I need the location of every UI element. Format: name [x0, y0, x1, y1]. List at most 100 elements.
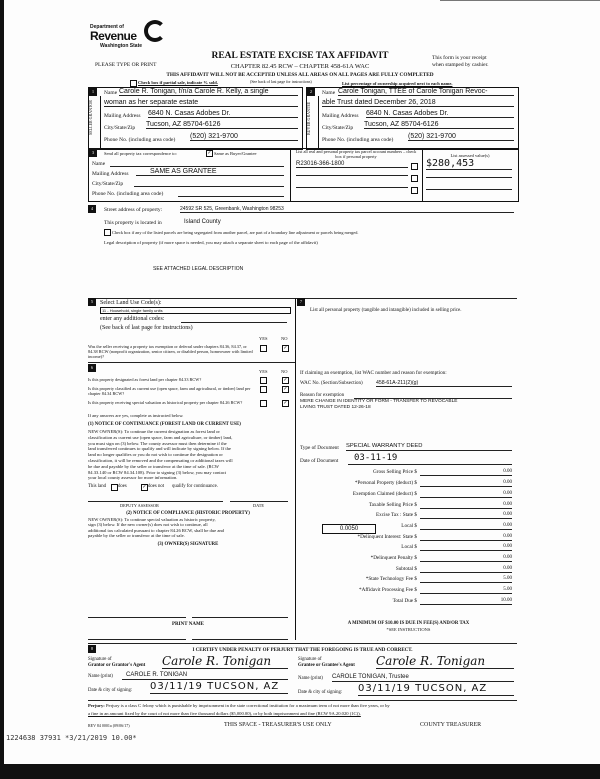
same-as-buyer-checkbox[interactable]: ✓ — [206, 150, 213, 157]
scan-edge — [0, 0, 4, 779]
parcel-number-field[interactable] — [296, 174, 408, 176]
buyer-name-field[interactable]: Carole Tonigan, TTEE of Carole Tonigan R… — [338, 88, 514, 96]
fee-value-field[interactable]: 0.00 — [420, 522, 512, 530]
owner-signature-line[interactable] — [192, 616, 288, 618]
label: Grantee or Grantee's Agent — [298, 663, 355, 668]
no-header: NO — [281, 336, 288, 341]
divider — [318, 96, 319, 148]
buyer-phone-field[interactable]: (520) 321-9700 — [408, 133, 514, 141]
current-use-yes-checkbox[interactable] — [260, 386, 267, 393]
fee-value-field[interactable]: 10.00 — [420, 597, 512, 605]
fee-value-field[interactable]: 0.00 — [420, 501, 512, 509]
fee-label: Local $ — [401, 544, 417, 550]
fee-value-field[interactable]: 0.00 — [420, 468, 512, 476]
label: City/State/Zip — [104, 125, 136, 131]
document-date-field[interactable]: 03-11-19 — [348, 453, 512, 465]
parcels-header: List all real and personal property tax … — [295, 149, 417, 159]
personal-property-checkbox[interactable] — [411, 187, 418, 194]
logo-swirl-icon — [144, 20, 166, 42]
notice-continuance-title: (1) NOTICE OF CONTINUANCE (FOREST LAND O… — [88, 422, 241, 427]
does-not-qualify-checkbox[interactable]: ✓ — [141, 484, 148, 491]
segregate-checkbox[interactable] — [104, 229, 111, 236]
seller-address-field[interactable]: 6840 N. Casas Adobes Dr. — [148, 110, 298, 118]
correspondence-phone-field[interactable] — [178, 192, 284, 197]
additional-codes-field[interactable] — [181, 317, 287, 323]
fee-value-field[interactable]: 5.00 — [420, 575, 512, 583]
forest-no-checkbox[interactable]: ✓ — [282, 377, 289, 384]
fee-value-field[interactable]: 0.00 — [420, 554, 512, 562]
values-header: List assessed value(s) — [450, 153, 490, 158]
grantee-signature[interactable]: Carole R. Tonigan — [376, 655, 514, 669]
grantor-signature[interactable]: Carole R. Tonigan — [162, 655, 288, 669]
text-line: land no longer qualifies or you do not w… — [88, 452, 223, 458]
does-qualify-checkbox[interactable] — [111, 484, 118, 491]
section-number: 1 — [89, 88, 97, 96]
label: Select Land Use Code(s): — [100, 300, 162, 306]
label: Mailing Address — [104, 113, 141, 119]
assessed-value-field[interactable] — [426, 176, 512, 178]
grantor-name-field[interactable]: CAROLE R. TONIGAN — [122, 672, 288, 680]
legal-description-field[interactable]: SEE ATTACHED LEGAL DESCRIPTION — [153, 266, 244, 272]
fee-label: Excise Tax : State $ — [375, 512, 417, 518]
exemption-yes-checkbox[interactable] — [260, 345, 267, 352]
buyer-address-field[interactable]: 6840 N. Casas Adobes Dr. — [366, 110, 514, 118]
seller-name-field-2[interactable]: woman as her separate estate — [104, 99, 298, 107]
assessed-value-field[interactable] — [426, 188, 512, 190]
current-use-no-checkbox[interactable]: ✓ — [282, 386, 289, 393]
personal-property-checkbox[interactable] — [411, 175, 418, 182]
reason-field[interactable]: MERE CHANGE IN IDENTITY OR FORM - TRANSF… — [300, 399, 458, 404]
print-name-line[interactable] — [192, 638, 288, 640]
divider — [100, 96, 101, 148]
seller-phone-field[interactable]: (520) 321-9700 — [190, 133, 298, 141]
print-name-line[interactable] — [88, 638, 186, 640]
section-number: 3 — [89, 149, 97, 157]
forest-yes-checkbox[interactable] — [260, 377, 267, 384]
label: enter any additional codes: — [100, 316, 165, 322]
document-type-field[interactable]: SPECIAL WARRANTY DEED — [346, 443, 512, 451]
owner-signature-line[interactable] — [88, 616, 186, 618]
fee-value-field[interactable]: 0.00 — [420, 543, 512, 551]
land-use-code-select[interactable]: 11 - Household, single family units — [100, 307, 291, 314]
reason-field-2[interactable]: LIVING TRUST DATED 12-26-18 — [300, 405, 371, 410]
label: If claiming an exemption, list WAC numbe… — [300, 370, 447, 376]
partial-sale-label: Check box if partial sale, indicate % so… — [138, 80, 218, 85]
assessed-value-field[interactable]: $280,453 — [426, 158, 512, 170]
section-number: 7 — [297, 298, 305, 306]
fee-value-field[interactable]: 0.00 — [420, 490, 512, 498]
fee-label: Total Due $ — [392, 598, 417, 604]
fee-label: *Affidavit Processing Fee $ — [359, 587, 417, 593]
wac-number-field[interactable]: 458-61A-211(2)(g) — [376, 380, 512, 387]
grantor-date-city-field[interactable]: 03/11/19 TUCSON, AZ — [150, 681, 288, 694]
historical-yes-checkbox[interactable] — [260, 400, 267, 407]
correspondence-city-field[interactable] — [134, 182, 284, 187]
grantee-date-city-field[interactable]: 03/11/19 TUCSON, AZ — [358, 683, 514, 696]
exemption-no-checkbox[interactable]: ✓ — [282, 345, 289, 352]
assessor-date-line[interactable] — [230, 500, 288, 502]
street-address-field[interactable]: 24592 SR 525, Greenbank, Washington 9825… — [180, 206, 514, 213]
section-number: 2 — [307, 88, 315, 96]
correspondence-address-field[interactable]: SAME AS GRANTEE — [136, 168, 284, 176]
divider — [88, 361, 295, 363]
partial-sale-checkbox[interactable] — [130, 80, 137, 87]
yes-header: YES — [259, 369, 268, 374]
buyer-city-field[interactable]: Tucson, AZ 85704-6126 — [364, 121, 514, 129]
deputy-assessor-signature-line[interactable] — [88, 500, 223, 502]
parcel-number-field[interactable] — [296, 186, 408, 188]
fee-value-field[interactable]: 5.00 — [420, 586, 512, 594]
divider — [88, 699, 517, 701]
correspondence-name-field[interactable] — [110, 162, 284, 167]
parcel-number-field[interactable]: R23016-366-1800 — [296, 161, 408, 168]
fee-value-field[interactable]: 0.00 — [420, 533, 512, 541]
personal-property-checkbox[interactable] — [411, 163, 418, 170]
fee-value-field[interactable]: 0.00 — [420, 565, 512, 573]
seller-city-field[interactable]: Tucson, AZ 85704-6126 — [146, 121, 298, 129]
seller-name-field[interactable]: Carole R. Tonigan, f/n/a Carole R. Kelly… — [119, 88, 298, 96]
grantee-name-field[interactable]: CAROLE TONIGAN, Trustee — [332, 674, 514, 682]
historical-no-checkbox[interactable]: ✓ — [282, 400, 289, 407]
fee-value-field[interactable]: 0.00 — [420, 511, 512, 519]
local-rate-field[interactable]: 0.0050 — [322, 524, 376, 534]
please-type: PLEASE TYPE OR PRINT — [95, 62, 157, 68]
fee-value-field[interactable]: 0.00 — [420, 479, 512, 487]
buyer-name-field-2[interactable]: able Trust dated December 26, 2018 — [322, 99, 514, 107]
label: City/State/Zip — [322, 125, 354, 131]
